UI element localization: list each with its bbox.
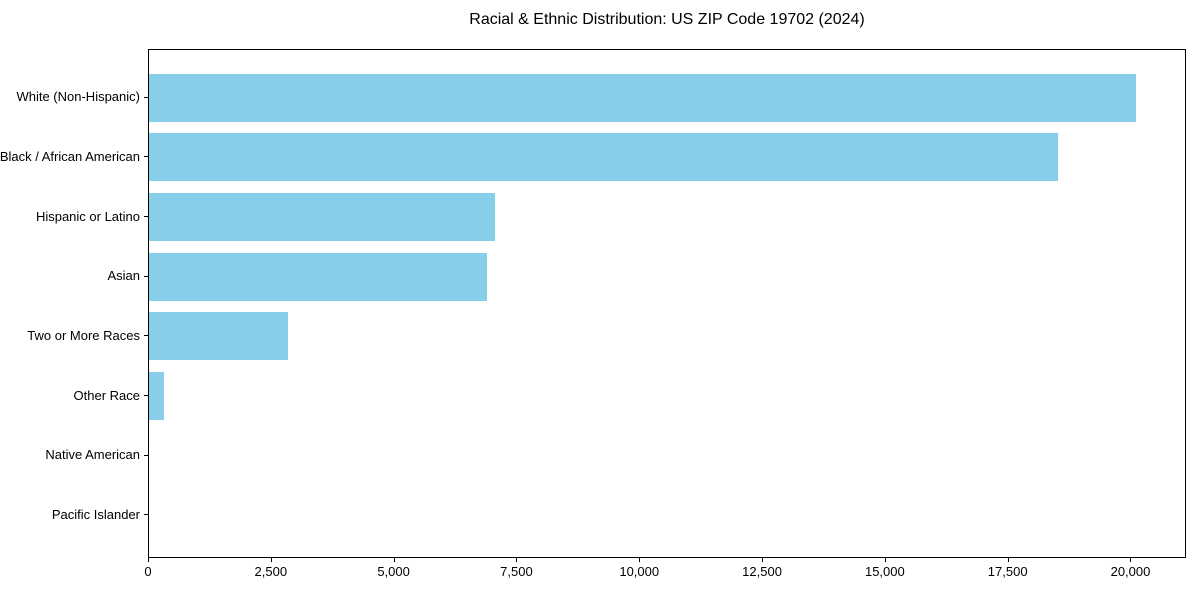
y-tick-label-native-american: Native American — [45, 447, 140, 463]
y-tick-label-other-race: Other Race — [73, 387, 140, 403]
x-tick — [270, 558, 272, 562]
y-tick-label-two-or-more-races: Two or More Races — [27, 327, 140, 343]
chart-title: Racial & Ethnic Distribution: US ZIP Cod… — [469, 11, 865, 28]
bar-other-race — [149, 372, 164, 420]
x-tick — [762, 558, 764, 562]
x-tick-label-7500: 7,500 — [500, 564, 533, 579]
x-tick-label-20000: 20,000 — [1110, 564, 1151, 579]
x-tick — [148, 558, 149, 562]
x-tick — [884, 558, 886, 562]
x-tick — [1130, 558, 1132, 562]
x-tick-label-10000: 10,000 — [619, 564, 660, 579]
y-tick — [144, 514, 148, 516]
y-tick-label-asian: Asian — [107, 268, 140, 284]
y-tick-label-hispanic-or-latino: Hispanic or Latino — [35, 208, 140, 224]
y-tick-label-black-african-american: Black / African American — [0, 148, 140, 164]
y-tick — [144, 156, 148, 158]
y-tick — [144, 275, 148, 277]
y-tick-label-white-non-hispanic: White (Non-Hispanic) — [16, 89, 140, 105]
y-tick — [144, 454, 148, 456]
x-tick-label-5000: 5,000 — [377, 564, 410, 579]
x-tick — [516, 558, 518, 562]
x-tick-label-12500: 12,500 — [742, 564, 782, 579]
y-tick — [144, 395, 148, 396]
x-tick-label-17500: 17,500 — [987, 564, 1028, 579]
y-tick — [144, 335, 148, 337]
y-tick-label-pacific-islander: Pacific Islander — [51, 506, 140, 522]
bar-white-non-hispanic — [149, 73, 1137, 122]
bar-black-african-american — [149, 133, 1058, 182]
x-tick — [1007, 558, 1009, 562]
y-tick — [144, 216, 148, 218]
x-tick-label-2500: 2,500 — [254, 564, 288, 579]
bar-hispanic-or-latino — [149, 193, 495, 242]
bar-asian — [149, 252, 487, 301]
plot-area — [148, 49, 1186, 558]
x-tick — [639, 558, 641, 562]
y-tick — [144, 96, 148, 98]
x-tick-label-0: 0 — [144, 564, 152, 579]
x-tick — [393, 558, 395, 562]
x-tick-label-15000: 15,000 — [864, 564, 905, 579]
bar-two-or-more-races — [149, 312, 289, 361]
